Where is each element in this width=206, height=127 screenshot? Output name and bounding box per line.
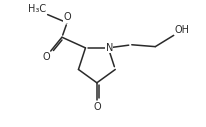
Text: N: N	[106, 43, 113, 53]
Text: H₃C: H₃C	[28, 4, 47, 14]
Text: O: O	[63, 12, 71, 22]
Text: O: O	[93, 102, 101, 112]
Text: O: O	[42, 52, 50, 62]
Text: OH: OH	[175, 25, 190, 35]
